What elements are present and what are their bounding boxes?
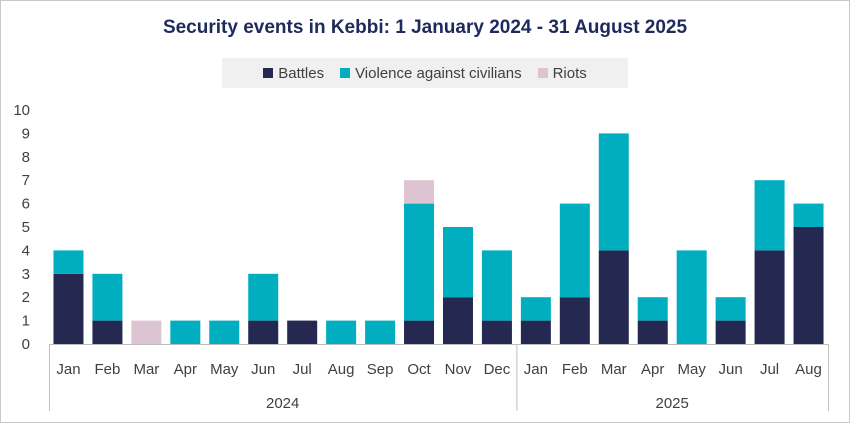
bar-violence-against-civilians (53, 250, 84, 274)
bar-battles (520, 320, 551, 344)
bar-battles (92, 320, 123, 344)
legend-item-violence-against-civilians: Violence against civilians (340, 65, 522, 82)
bar-violence-against-civilians (326, 320, 357, 344)
y-tick-label: 2 (22, 289, 30, 306)
y-tick-label: 7 (22, 172, 30, 189)
x-tick-label: May (210, 361, 239, 378)
x-tick-label: Nov (445, 361, 472, 378)
legend-item-battles: Battles (263, 65, 324, 82)
bar-battles (248, 320, 279, 344)
bar-violence-against-civilians (676, 250, 707, 344)
legend-item-riots: Riots (537, 64, 587, 82)
x-tick-label: Feb (94, 361, 120, 378)
bar-violence-against-civilians (481, 250, 512, 321)
x-group-label: 2024 (266, 395, 299, 412)
bar-riots (404, 180, 435, 204)
bar-battles (754, 250, 785, 344)
bar-battles (442, 297, 473, 344)
x-tick-label: Apr (641, 361, 664, 378)
bar-violence-against-civilians (520, 297, 551, 321)
legend-swatch-battles (263, 68, 274, 78)
x-tick-label: Feb (562, 361, 588, 378)
bar-battles (637, 320, 668, 344)
bar-battles (559, 297, 590, 344)
x-tick-label: Mar (133, 361, 159, 378)
y-tick-label: 1 (22, 313, 30, 330)
y-tick-label: 0 (22, 336, 30, 353)
bar-battles (53, 273, 84, 344)
x-tick-label: Aug (328, 361, 355, 378)
bar-violence-against-civilians (559, 203, 590, 298)
bar-violence-against-civilians (404, 203, 435, 321)
bar-battles (287, 320, 318, 344)
bar-violence-against-civilians (209, 320, 240, 344)
x-tick-label: Jan (524, 361, 548, 378)
legend-label-violence-against-civilians: Violence against civilians (355, 64, 522, 82)
x-tick-label: Jun (719, 361, 743, 378)
bar-violence-against-civilians (754, 180, 785, 251)
bar-violence-against-civilians (793, 203, 824, 227)
y-tick-label: 5 (22, 219, 30, 236)
bar-riots (131, 320, 162, 344)
bar-violence-against-civilians (248, 273, 279, 321)
x-tick-label: Jan (56, 361, 80, 378)
x-tick-label: May (678, 361, 707, 378)
bar-violence-against-civilians (92, 273, 123, 321)
x-tick-label: Jul (293, 361, 312, 378)
bar-battles (793, 227, 824, 344)
y-tick-label: 10 (13, 102, 30, 119)
x-tick-label: Mar (601, 361, 627, 378)
x-tick-label: Jul (760, 361, 779, 378)
x-tick-label: Apr (174, 361, 197, 378)
legend-swatch-violence-against-civilians (340, 68, 351, 78)
bar-violence-against-civilians (442, 227, 473, 298)
bar-violence-against-civilians (170, 320, 201, 344)
x-tick-label: Jun (251, 361, 275, 378)
y-tick-label: 4 (22, 242, 30, 259)
x-group-label: 2025 (656, 395, 689, 412)
legend-label-riots: Riots (552, 64, 587, 82)
bar-battles (715, 320, 746, 344)
x-tick-label: Sep (367, 361, 394, 378)
bar-battles (404, 320, 435, 344)
chart-legend: Battles Violence against civilians Riots (222, 58, 628, 88)
bar-battles (598, 250, 629, 344)
bar-violence-against-civilians (365, 320, 396, 344)
y-tick-label: 8 (22, 149, 30, 166)
bar-battles (481, 320, 512, 344)
bar-violence-against-civilians (598, 133, 629, 251)
bar-violence-against-civilians (637, 297, 668, 321)
bar-violence-against-civilians (715, 297, 746, 321)
x-tick-label: Dec (484, 361, 511, 378)
x-tick-label: Aug (795, 361, 822, 378)
y-tick-label: 6 (22, 196, 30, 213)
y-tick-label: 9 (22, 125, 30, 142)
legend-label-battles: Battles (278, 64, 325, 82)
x-tick-label: Oct (407, 361, 431, 378)
chart-title: Security events in Kebbi: 1 January 2024… (162, 17, 688, 38)
legend-swatch-riots (537, 68, 548, 78)
y-tick-label: 3 (22, 266, 30, 283)
